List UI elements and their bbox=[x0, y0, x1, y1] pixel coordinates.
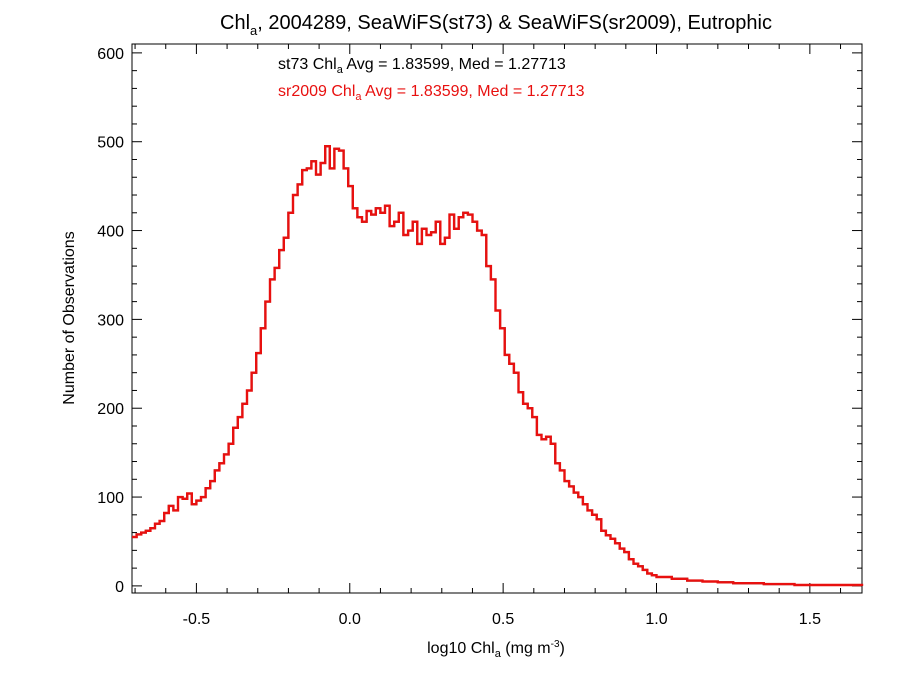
y-tick-label: 500 bbox=[97, 135, 124, 152]
annotation-sr2009-sub: a bbox=[355, 91, 362, 103]
plot-frame bbox=[131, 43, 863, 594]
y-tick-label: 400 bbox=[97, 224, 124, 241]
annotation-sr2009-prefix: sr2009 Chl bbox=[278, 83, 355, 100]
x-tick-label: 0.0 bbox=[339, 611, 361, 628]
series-sr2009-line bbox=[132, 145, 864, 587]
y-tick-label: 100 bbox=[97, 490, 124, 507]
x-axis-label-main: log10 Chl bbox=[427, 640, 495, 657]
y-tick-label: 300 bbox=[97, 312, 124, 329]
x-tick-label: 0.5 bbox=[492, 611, 514, 628]
annotation-st73-suffix: Avg = 1.83599, Med = 1.27713 bbox=[343, 56, 566, 73]
annotation-st73-sub: a bbox=[337, 64, 344, 76]
x-axis-label: log10 Chla (mg m-3) bbox=[427, 639, 565, 660]
y-tick-label: 200 bbox=[97, 401, 124, 418]
y-tick-label: 0 bbox=[115, 579, 124, 596]
annotation-sr2009: sr2009 Chla Avg = 1.83599, Med = 1.27713 bbox=[278, 83, 585, 103]
annotation-st73: st73 Chla Avg = 1.83599, Med = 1.27713 bbox=[278, 56, 566, 76]
series-st73-line bbox=[132, 145, 863, 586]
x-tick-label: 1.5 bbox=[799, 611, 821, 628]
annotation-st73-prefix: st73 Chl bbox=[278, 56, 337, 73]
y-axis-label: Number of Observations bbox=[61, 231, 78, 404]
annotation-sr2009-suffix: Avg = 1.83599, Med = 1.27713 bbox=[362, 83, 585, 100]
y-tick-label: 600 bbox=[97, 46, 124, 63]
chart-title-subscript: a bbox=[250, 23, 258, 38]
x-tick-label: -0.5 bbox=[183, 611, 211, 628]
x-axis-label-superscript: -3 bbox=[551, 639, 560, 650]
chart-title-main: Chl bbox=[220, 12, 250, 34]
x-axis-label-subscript: a bbox=[495, 648, 502, 660]
plot-area: 0 100 200 300 400 500 600 -0.5 0.0 0.5 1.0 1.5 bbox=[97, 43, 864, 628]
x-axis-label-units: (mg m bbox=[501, 640, 551, 657]
chart-title-rest: , 2004289, SeaWiFS(st73) & SeaWiFS(sr200… bbox=[257, 12, 772, 34]
chart-title: Chla, 2004289, SeaWiFS(st73) & SeaWiFS(s… bbox=[220, 12, 772, 38]
x-tick-label: 1.0 bbox=[645, 611, 667, 628]
x-axis-label-close: ) bbox=[560, 640, 565, 657]
